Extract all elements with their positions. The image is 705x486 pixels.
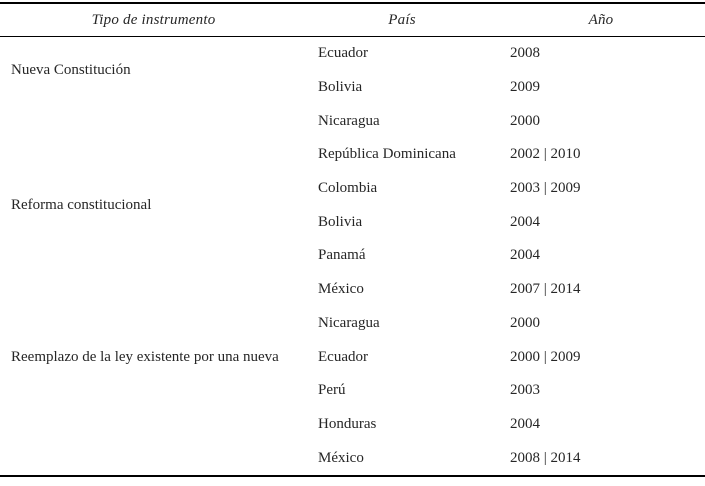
instrument-type-cell-reemplazo-de-ley: Reemplazo de la ley existente por una nu… — [0, 307, 307, 476]
year-cell: 2003 — [510, 382, 540, 399]
year-cell: 2004 — [510, 247, 540, 264]
country-cell: Bolivia — [318, 213, 363, 230]
table-row: Bolivia 2004 — [0, 205, 705, 239]
table-row: Honduras 2004 — [0, 408, 705, 442]
table-row: Colombia 2003 | 2009 — [0, 172, 705, 206]
year-cell: 2009 — [510, 79, 540, 96]
year-cell: 2004 — [510, 415, 540, 432]
country-cell: Panamá — [318, 247, 366, 264]
year-cell: 2000 — [510, 112, 540, 129]
table-row: Reforma constitucional Nicaragua 2000 — [0, 104, 705, 213]
country-cell: Nicaragua — [318, 112, 380, 129]
year-cell: 2008 — [510, 45, 540, 62]
country-cell: Colombia — [318, 180, 378, 197]
year-cell: 2002 | 2010 — [510, 146, 581, 163]
instrument-type-label: Nueva Constitución — [11, 62, 131, 79]
table-row: República Dominicana 2002 | 2010 — [0, 138, 705, 172]
table-row: México 2008 | 2014 — [0, 441, 705, 476]
year-cell: 2008 | 2014 — [510, 449, 581, 466]
table-row: Bolivia 2009 — [0, 71, 705, 105]
country-cell: México — [318, 449, 364, 466]
column-header-ano: Año — [497, 3, 705, 37]
instruments-table: Tipo de instrumento País Año Nueva Const… — [0, 2, 705, 477]
table-row: Panamá 2004 — [0, 239, 705, 273]
instrument-type-cell-reforma-constitucional: Reforma constitucional — [0, 104, 307, 306]
year-cell: 2004 — [510, 213, 540, 230]
table-row: Ecuador 2000 | 2009 — [0, 340, 705, 374]
instrument-type-cell-nueva-constitucion: Nueva Constitución — [0, 37, 307, 105]
year-cell: 2007 | 2014 — [510, 281, 581, 298]
country-cell: Ecuador — [318, 45, 368, 62]
table-row: México 2007 | 2014 — [0, 273, 705, 307]
country-cell: México — [318, 281, 364, 298]
table-row: Reemplazo de la ley existente por una nu… — [0, 307, 705, 365]
instrument-type-label: Reforma constitucional — [11, 196, 152, 213]
column-header-pais: País — [307, 3, 497, 37]
year-cell: 2003 | 2009 — [510, 180, 581, 197]
country-cell: Nicaragua — [318, 314, 380, 331]
country-cell: Ecuador — [318, 348, 368, 365]
year-cell: 2000 — [510, 314, 540, 331]
header-row: Tipo de instrumento País Año — [0, 3, 705, 37]
country-cell: Perú — [318, 382, 346, 399]
table-row: Nueva Constitución Ecuador 2008 — [0, 37, 705, 78]
table-row: Perú 2003 — [0, 374, 705, 408]
country-cell: Bolivia — [318, 79, 363, 96]
column-header-tipo-de-instrumento: Tipo de instrumento — [0, 3, 307, 37]
country-cell: Honduras — [318, 415, 377, 432]
country-cell: República Dominicana — [318, 146, 456, 163]
instrument-type-label: Reemplazo de la ley existente por una nu… — [11, 349, 279, 366]
year-cell: 2000 | 2009 — [510, 348, 581, 365]
